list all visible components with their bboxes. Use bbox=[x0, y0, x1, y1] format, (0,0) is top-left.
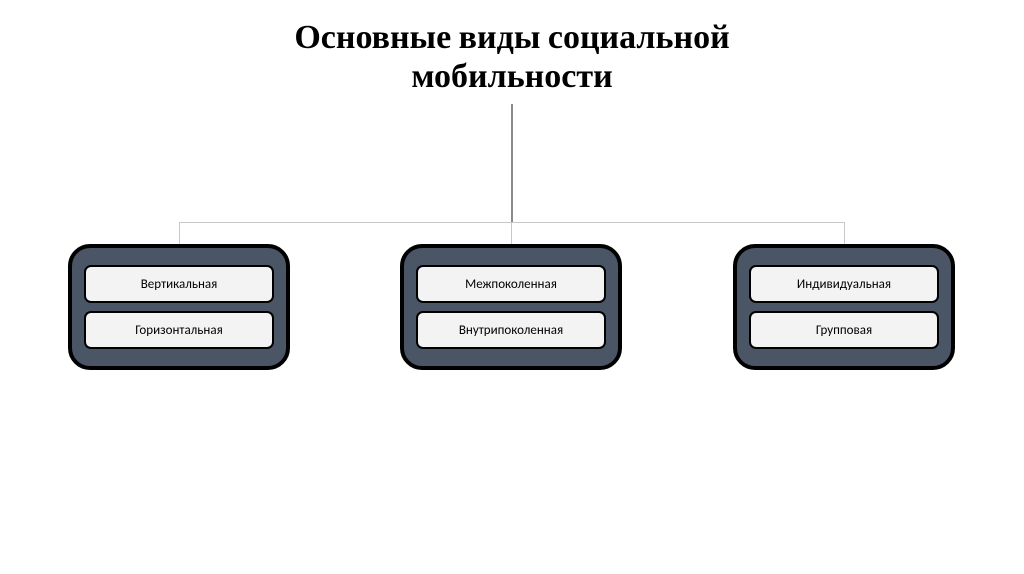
category-group: Межпоколенная Внутрипоколенная bbox=[400, 244, 622, 370]
connector-drop bbox=[844, 222, 845, 244]
category-item: Горизонтальная bbox=[84, 311, 274, 349]
connector-main-vertical bbox=[511, 104, 513, 222]
category-item: Внутрипоколенная bbox=[416, 311, 606, 349]
category-group: Индивидуальная Групповая bbox=[733, 244, 955, 370]
title-line-1: Основные виды социальной bbox=[294, 17, 729, 57]
category-group: Вертикальная Горизонтальная bbox=[68, 244, 290, 370]
connector-drop bbox=[511, 222, 512, 244]
title-line-2: мобильности bbox=[411, 56, 612, 96]
category-item: Индивидуальная bbox=[749, 265, 939, 303]
diagram-title: Основные виды социальной мобильности bbox=[0, 18, 1024, 96]
category-item: Вертикальная bbox=[84, 265, 274, 303]
connector-drop bbox=[179, 222, 180, 244]
category-item: Групповая bbox=[749, 311, 939, 349]
category-item: Межпоколенная bbox=[416, 265, 606, 303]
